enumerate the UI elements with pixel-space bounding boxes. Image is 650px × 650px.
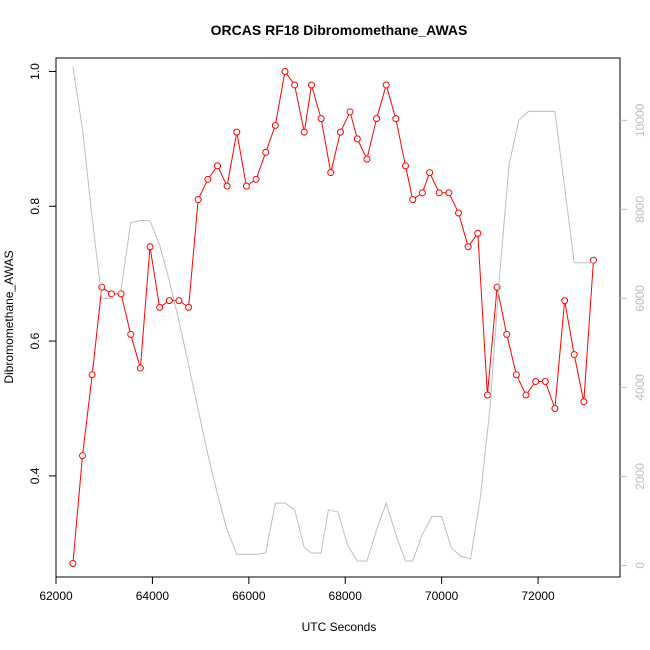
data-point: [512, 371, 520, 379]
data-point: [426, 169, 434, 177]
y2-tick-label: 2000: [633, 463, 647, 490]
data-point: [532, 378, 540, 386]
secondary-y-axis: 0 2000 4000 6000 8000 10000: [620, 103, 647, 569]
x-axis: 62000 64000 66000 68000 70000 72000: [39, 577, 555, 603]
data-point: [307, 81, 315, 89]
data-point: [127, 330, 135, 338]
data-point: [223, 182, 231, 190]
data-point: [98, 283, 106, 291]
plot-frame: [55, 57, 621, 578]
x-tick-label: 68000: [329, 589, 363, 603]
data-point: [336, 128, 344, 136]
y-tick-label: 0.6: [28, 332, 42, 349]
data-point: [382, 81, 390, 89]
data-point: [271, 121, 279, 129]
data-point: [175, 297, 183, 305]
y2-tick-label: 0: [633, 562, 647, 569]
data-point: [503, 330, 511, 338]
data-point: [300, 128, 308, 136]
data-point: [418, 189, 426, 197]
y-axis-title: Dibromomethane_AWAS: [2, 250, 16, 383]
y2-tick-label: 10000: [633, 103, 647, 137]
data-point: [146, 243, 154, 251]
series-line: [72, 70, 594, 564]
y-tick-label: 0.4: [28, 467, 42, 484]
x-tick-label: 70000: [425, 589, 459, 603]
data-point: [242, 182, 250, 190]
data-point: [185, 303, 193, 311]
data-point: [435, 189, 443, 197]
x-tick-label: 72000: [521, 589, 555, 603]
data-point: [281, 67, 289, 75]
series-1: [72, 66, 594, 562]
data-point: [156, 303, 164, 311]
data-point: [363, 155, 371, 163]
data-point: [213, 162, 221, 170]
data-point: [483, 391, 491, 399]
data-point: [88, 371, 96, 379]
data-point: [353, 135, 361, 143]
chart-title: ORCAS RF18 Dibromomethane_AWAS: [211, 22, 468, 38]
data-point: [117, 290, 125, 298]
data-point: [136, 364, 144, 372]
data-point: [194, 196, 202, 204]
y-axis: 0.4 0.6 0.8 1.0: [28, 63, 56, 484]
data-point: [262, 148, 270, 156]
data-point: [580, 398, 588, 406]
series-layer: [69, 66, 597, 568]
y2-tick-label: 4000: [633, 374, 647, 401]
data-point: [474, 229, 482, 237]
y2-tick-label: 8000: [633, 196, 647, 223]
y2-tick-label: 6000: [633, 285, 647, 312]
data-point: [317, 115, 325, 123]
data-point: [233, 128, 241, 136]
data-point: [445, 189, 453, 197]
data-point: [551, 404, 559, 412]
x-axis-title: UTC Seconds: [302, 620, 377, 634]
data-point: [346, 108, 354, 116]
data-point: [204, 175, 212, 183]
data-point: [561, 297, 569, 305]
x-tick-label: 66000: [232, 589, 266, 603]
data-point: [79, 452, 87, 460]
data-point: [401, 162, 409, 170]
data-point: [409, 196, 417, 204]
data-point: [570, 351, 578, 359]
x-tick-label: 64000: [136, 589, 170, 603]
data-point: [373, 115, 381, 123]
data-point: [107, 290, 115, 298]
data-point: [69, 560, 77, 568]
x-tick-label: 62000: [39, 589, 73, 603]
data-point: [165, 297, 173, 305]
data-point: [522, 391, 530, 399]
data-point: [291, 81, 299, 89]
data-point: [327, 169, 335, 177]
y-tick-label: 1.0: [28, 63, 42, 80]
data-point: [541, 378, 549, 386]
data-point: [455, 209, 463, 217]
data-point: [252, 175, 260, 183]
series-line: [72, 66, 594, 562]
series-0: [69, 67, 597, 568]
data-point: [464, 243, 472, 251]
data-point: [392, 115, 400, 123]
y-tick-label: 0.8: [28, 198, 42, 215]
